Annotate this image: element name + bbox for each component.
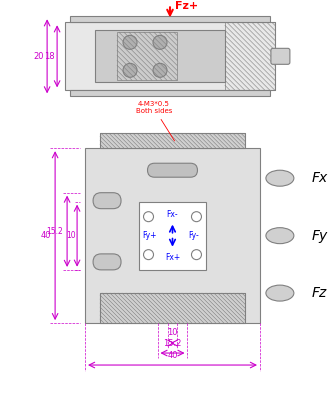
Text: 20: 20	[34, 52, 44, 61]
Circle shape	[192, 250, 202, 260]
Text: 40: 40	[167, 351, 178, 360]
Text: 4-M3*0.5
Both sides: 4-M3*0.5 Both sides	[136, 101, 174, 141]
Bar	[225, 22, 275, 90]
Text: 15.2: 15.2	[163, 339, 182, 348]
Circle shape	[143, 250, 154, 260]
FancyBboxPatch shape	[93, 254, 121, 270]
Text: Fz+: Fz+	[175, 1, 198, 11]
Circle shape	[153, 35, 167, 49]
FancyBboxPatch shape	[93, 193, 121, 209]
Bar	[100, 133, 245, 148]
Bar	[70, 16, 270, 22]
Ellipse shape	[266, 170, 294, 186]
Bar	[65, 22, 275, 90]
Text: Fy-: Fy-	[188, 231, 199, 240]
Bar	[100, 133, 245, 148]
Circle shape	[143, 212, 154, 222]
Bar	[95, 30, 225, 82]
Text: 15.2: 15.2	[46, 227, 63, 236]
Ellipse shape	[266, 228, 294, 244]
Text: 18: 18	[44, 52, 55, 61]
FancyBboxPatch shape	[148, 163, 198, 177]
Bar	[117, 32, 177, 80]
Ellipse shape	[266, 285, 294, 301]
Bar	[100, 293, 245, 323]
Text: Fz: Fz	[312, 286, 327, 300]
Text: 10: 10	[67, 231, 76, 240]
Text: 40: 40	[41, 231, 51, 240]
Text: 10: 10	[167, 328, 178, 337]
Circle shape	[123, 63, 137, 77]
Text: Fy: Fy	[312, 229, 328, 243]
Text: Fx-: Fx-	[167, 210, 178, 219]
Text: Fy+: Fy+	[142, 231, 157, 240]
Text: Fx+: Fx+	[165, 253, 180, 262]
Bar	[70, 90, 270, 96]
Circle shape	[192, 212, 202, 222]
Bar	[138, 202, 206, 270]
Circle shape	[153, 63, 167, 77]
Text: Fx: Fx	[312, 171, 328, 185]
Circle shape	[123, 35, 137, 49]
Bar	[85, 148, 260, 323]
Bar	[100, 293, 245, 323]
FancyBboxPatch shape	[271, 48, 290, 64]
